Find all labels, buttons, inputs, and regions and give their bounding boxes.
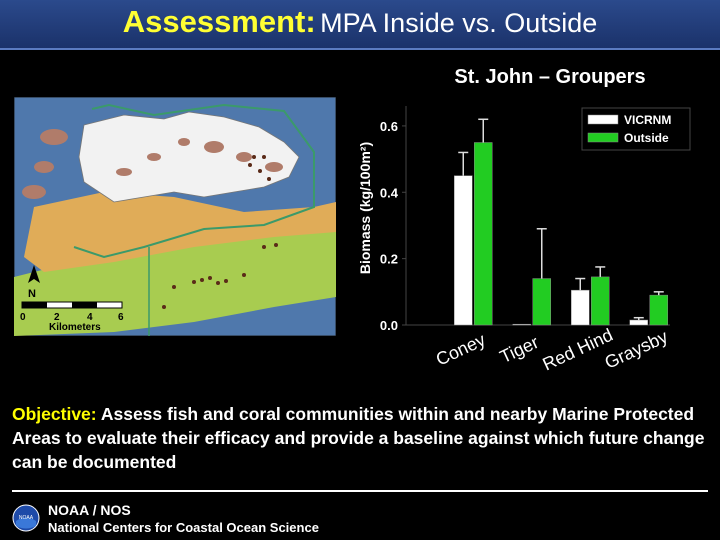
scale-label-2: 2 [54, 312, 60, 323]
bar-coney-outside [474, 142, 493, 326]
sample-points [162, 155, 278, 309]
mpa-boundary [73, 103, 315, 259]
footer-divider [12, 490, 708, 492]
footer-org: NOAA / NOS [48, 502, 131, 518]
bar-red-hind-vicrnm [571, 289, 590, 326]
noaa-logo-icon: NOAA [12, 504, 40, 532]
biomass-chart: Biomass (kg/100m²) 0.0 0.2 0.4 0.6 Coney Tige… [357, 106, 691, 375]
legend-label-vicrnm: VICRNM [624, 113, 671, 127]
category-label-coney: Coney [433, 330, 489, 370]
bar-graysby-outside [649, 294, 668, 326]
scale-label-6: 6 [118, 312, 124, 323]
objective-body: Assess fish and coral communities within… [12, 404, 705, 472]
north-label: N [28, 288, 36, 300]
bar-graysby-vicrnm [629, 319, 648, 326]
slide-title: Assessment: MPA Inside vs. Outside [0, 4, 720, 40]
objective-text: Objective: Assess fish and coral communi… [12, 402, 712, 474]
title-bar [0, 0, 720, 50]
logo-text: NOAA [19, 515, 34, 521]
y-tick-label: 0.6 [380, 119, 398, 134]
chart-title: St. John – Groupers [454, 66, 646, 88]
title-rest: MPA Inside vs. Outside [320, 8, 598, 38]
bar-tiger-vicrnm [512, 323, 531, 326]
bar-coney-vicrnm [454, 175, 473, 326]
st-john-map: N 0 2 4 6 Kilometers [14, 97, 336, 336]
bar-tiger-outside [532, 278, 551, 326]
scale-label-4: 4 [87, 312, 93, 323]
legend-label-outside: Outside [624, 131, 669, 145]
legend-swatch-vicrnm [587, 114, 619, 125]
reef-area [24, 192, 336, 272]
north-arrow-icon [28, 265, 40, 283]
y-tick-label: 0.4 [380, 185, 399, 200]
scale-unit: Kilometers [49, 322, 101, 333]
scale-label-0: 0 [20, 312, 26, 323]
title-highlight: Assessment: [122, 4, 316, 39]
y-axis-label: Biomass (kg/100m²) [357, 142, 373, 274]
legend-swatch-outside [587, 132, 619, 143]
bar-red-hind-outside [591, 276, 610, 326]
y-tick-label: 0.0 [380, 318, 398, 333]
footer-center: National Centers for Coastal Ocean Scien… [48, 520, 319, 535]
category-label-tiger: Tiger [497, 332, 542, 367]
y-tick-label: 0.2 [380, 252, 398, 267]
reef-patches [22, 129, 283, 199]
island-land [78, 111, 300, 203]
category-label-graysby: Graysby [602, 326, 671, 372]
category-label-red-hind: Red Hind [539, 325, 615, 375]
objective-label: Objective: [12, 404, 97, 424]
